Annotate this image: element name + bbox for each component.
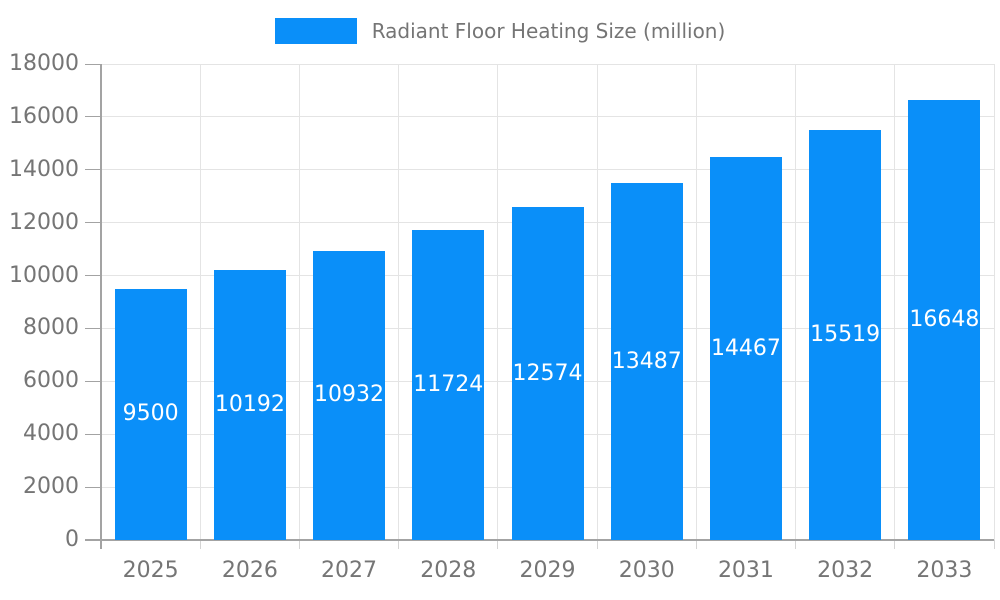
v-gridline [398, 64, 400, 540]
bar [908, 99, 981, 540]
y-tick-label: 2000 [23, 474, 79, 500]
y-tick-label: 12000 [9, 209, 79, 235]
y-axis-line [100, 64, 102, 549]
x-tick-mark [497, 540, 499, 549]
x-tick-label: 2033 [916, 558, 973, 583]
h-gridline [101, 169, 994, 171]
v-gridline [795, 64, 797, 540]
bar [213, 270, 286, 540]
y-tick-label: 18000 [9, 51, 79, 76]
bar-value-label: 15519 [810, 321, 881, 347]
x-tick-label: 2029 [519, 558, 576, 583]
plot-area: 0 2000 4000 6000 8000 10000 12000 14000 16000 180… [9, 51, 995, 583]
y-tick-mark [85, 275, 101, 277]
bar-value-label: 14467 [710, 335, 781, 361]
y-tick-label: 8000 [23, 315, 79, 341]
x-tick-mark [695, 540, 697, 549]
bar [709, 157, 782, 540]
x-tick-mark [894, 540, 896, 549]
y-tick-mark [85, 433, 101, 435]
bar [610, 183, 683, 540]
v-gridline [497, 64, 499, 540]
legend-label: Radiant Floor Heating Size (million) [371, 19, 726, 43]
legend-swatch [274, 18, 357, 44]
bar [313, 250, 386, 540]
y-tick-mark [85, 327, 101, 329]
v-gridline [894, 64, 896, 540]
bar-value-label: 12574 [512, 360, 583, 386]
y-tick-label: 6000 [23, 368, 79, 394]
y-tick-mark [85, 63, 101, 65]
bar [809, 129, 882, 540]
x-tick-mark [298, 540, 300, 549]
y-tick-mark [85, 116, 101, 118]
h-gridline [101, 63, 994, 65]
v-gridline [695, 64, 697, 540]
x-tick-label: 2028 [420, 558, 477, 583]
x-tick-label: 2025 [122, 558, 179, 583]
v-gridline [298, 64, 300, 540]
y-tick-label: 10000 [9, 262, 79, 288]
y-tick-label: 14000 [9, 156, 79, 182]
y-tick-mark [85, 222, 101, 224]
x-tick-mark [993, 540, 995, 549]
x-tick-mark [199, 540, 201, 549]
bar-value-label: 13487 [611, 348, 682, 374]
bar-value-label: 9500 [122, 401, 179, 427]
x-tick-mark [596, 540, 598, 549]
x-tick-label: 2030 [618, 558, 675, 583]
bar [511, 207, 584, 540]
x-axis-line [85, 539, 994, 541]
x-tick-label: 2026 [221, 558, 278, 583]
bar-value-label: 10192 [214, 392, 285, 418]
y-tick-label: 0 [65, 527, 79, 552]
y-tick-mark [85, 380, 101, 382]
h-gridline [101, 116, 994, 118]
v-gridline [596, 64, 598, 540]
y-tick-mark [85, 169, 101, 171]
bar-value-label: 11724 [413, 371, 484, 397]
bar [114, 288, 187, 540]
x-tick-label: 2032 [817, 558, 874, 583]
v-gridline [199, 64, 201, 540]
bar [412, 229, 485, 540]
v-gridline [993, 64, 995, 540]
legend: Radiant Floor Heating Size (million) [0, 18, 1000, 44]
y-tick-mark [85, 486, 101, 488]
x-tick-label: 2027 [321, 558, 378, 583]
x-tick-mark [795, 540, 797, 549]
y-tick-label: 16000 [9, 103, 79, 129]
bar-value-label: 16648 [909, 306, 980, 332]
y-tick-label: 4000 [23, 421, 79, 447]
bar-value-label: 10932 [314, 382, 385, 408]
x-tick-label: 2031 [717, 558, 774, 583]
x-tick-mark [398, 540, 400, 549]
